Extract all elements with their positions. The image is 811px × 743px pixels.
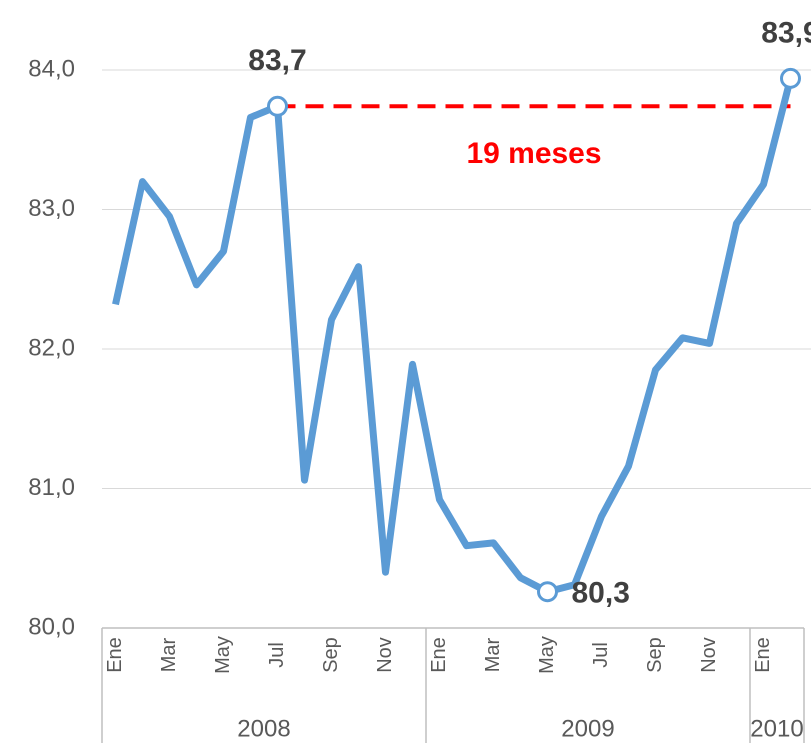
- x-tick-label: Mar: [482, 637, 504, 672]
- y-tick-label: 80,0: [28, 613, 75, 640]
- year-label: 2008: [237, 715, 290, 742]
- year-label: 2010: [750, 715, 803, 742]
- y-tick-label: 82,0: [28, 334, 75, 361]
- x-tick-label: Ene: [104, 637, 126, 673]
- marker: [267, 95, 288, 117]
- x-tick-label: Ene: [752, 637, 774, 673]
- annotation-text: 19 meses: [466, 137, 601, 170]
- y-tick-label: 81,0: [28, 474, 75, 501]
- x-tick-label: Sep: [644, 637, 666, 673]
- y-tick-label: 84,0: [28, 55, 75, 82]
- data-label: 83,7: [248, 44, 306, 77]
- marker: [537, 581, 558, 603]
- marker: [780, 67, 801, 89]
- x-tick-label: Sep: [320, 637, 342, 673]
- y-tick-label: 83,0: [28, 195, 75, 222]
- year-label: 2009: [561, 715, 614, 742]
- x-tick-label: May: [212, 636, 234, 674]
- x-tick-label: Nov: [698, 637, 720, 673]
- data-label: 83,9: [761, 16, 811, 49]
- x-tick-label: Ene: [428, 637, 450, 673]
- x-tick-label: Nov: [374, 637, 396, 673]
- data-line: [112, 77, 794, 596]
- x-tick-label: Jul: [266, 642, 288, 668]
- data-label: 80,3: [572, 577, 630, 610]
- x-tick-label: Jul: [590, 642, 612, 668]
- x-tick-label: Mar: [158, 637, 180, 672]
- x-tick-label: May: [536, 636, 558, 674]
